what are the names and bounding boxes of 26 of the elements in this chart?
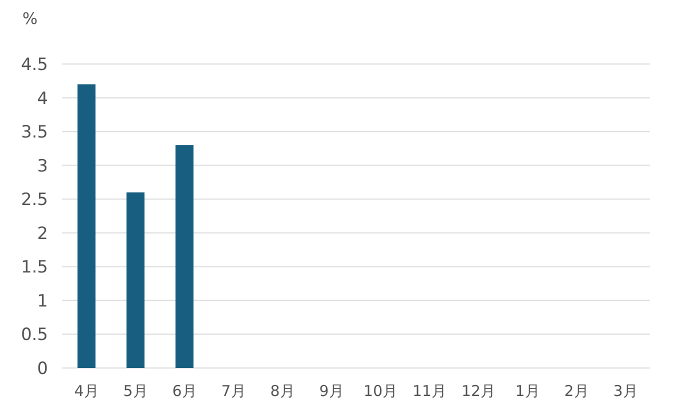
x-tick-label: 7月 [221,382,246,400]
y-tick-label: 2.5 [20,190,48,210]
y-tick-label: 4 [37,88,48,109]
y-tick-label: 1 [37,291,48,312]
x-tick-label: 1月 [515,382,540,400]
x-tick-label: 6月 [172,382,197,400]
x-tick-label: 11月 [412,382,447,400]
y-tick-label: 2 [37,224,48,244]
x-tick-label: 10月 [363,382,398,400]
y-tick-label: 4.5 [20,55,48,75]
y-tick-label: 0 [37,359,48,379]
bar [78,84,96,368]
bar [176,145,194,368]
x-tick-label: 8月 [270,382,295,400]
x-tick-label: 9月 [319,382,344,400]
y-tick-label: 1.5 [20,258,48,278]
x-tick-label: 3月 [613,382,638,400]
y-tick-label: 3 [37,156,48,176]
x-tick-label: 2月 [564,382,589,400]
y-tick-label: 0.5 [20,325,48,346]
x-tick-label: 12月 [461,382,496,400]
y-axis-title: % [22,9,38,28]
x-tick-label: 5月 [123,382,148,400]
y-tick-label: 3.5 [20,122,48,143]
x-tick-label: 4月 [74,382,99,400]
bar [126,192,144,368]
